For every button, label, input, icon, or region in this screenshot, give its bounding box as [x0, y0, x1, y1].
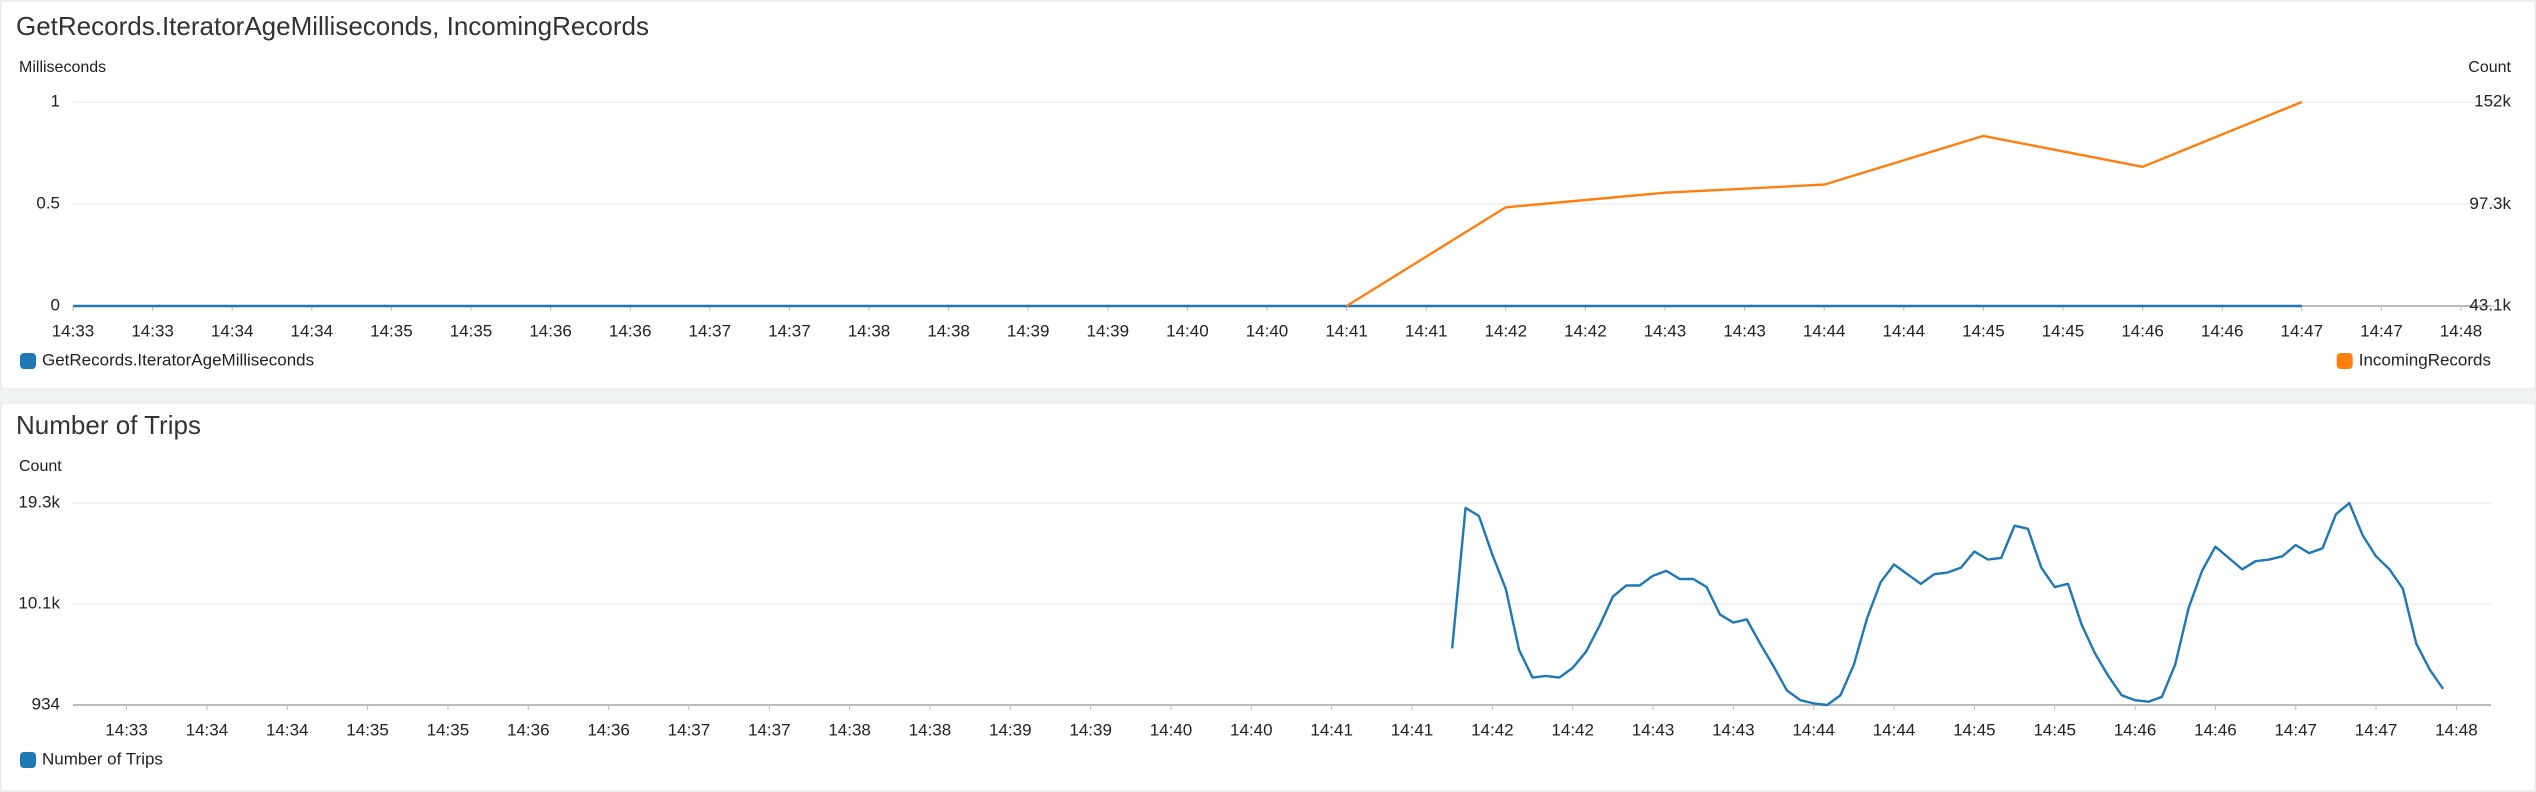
- x-tick-label: 14:47: [2281, 321, 2324, 340]
- legend-swatch: [2336, 353, 2353, 369]
- x-tick-label: 14:41: [1405, 321, 1448, 340]
- x-tick-label: 14:43: [1632, 720, 1675, 739]
- x-tick-label: 14:47: [2355, 720, 2398, 739]
- x-tick-label: 14:39: [1069, 720, 1112, 739]
- y-tick-label: 0.5: [36, 193, 60, 212]
- x-tick-label: 14:37: [668, 720, 711, 739]
- x-tick-label: 14:42: [1551, 720, 1594, 739]
- x-tick-label: 14:42: [1485, 321, 1528, 340]
- x-tick-label: 14:41: [1325, 321, 1368, 340]
- y-tick-label: 0: [51, 295, 60, 314]
- x-tick-label: 14:41: [1310, 720, 1353, 739]
- x-tick-label: 14:36: [609, 321, 652, 340]
- x-tick-label: 14:44: [1873, 720, 1916, 739]
- x-tick-label: 14:35: [450, 321, 493, 340]
- x-tick-label: 14:39: [1007, 321, 1050, 340]
- x-tick-label: 14:33: [105, 720, 148, 739]
- y-axis-label: Milliseconds: [19, 59, 106, 76]
- x-tick-label: 14:39: [989, 720, 1032, 739]
- legend-swatch: [20, 752, 36, 768]
- x-tick-label: 14:40: [1150, 720, 1193, 739]
- x-tick-label: 14:34: [266, 720, 309, 739]
- x-tick-label: 14:45: [2042, 321, 2085, 340]
- x-tick-label: 14:33: [52, 321, 95, 340]
- x-tick-label: 14:46: [2194, 720, 2237, 739]
- x-tick-label: 14:42: [1564, 321, 1607, 340]
- y2-tick-label: 97.3k: [2469, 194, 2511, 213]
- x-tick-label: 14:36: [507, 720, 550, 739]
- x-tick-label: 14:42: [1471, 720, 1514, 739]
- x-tick-label: 14:37: [748, 720, 791, 739]
- x-tick-label: 14:48: [2440, 321, 2483, 340]
- x-tick-label: 14:38: [828, 720, 871, 739]
- x-tick-label: 14:36: [529, 321, 572, 340]
- legend-label: GetRecords.IteratorAgeMilliseconds: [42, 350, 314, 369]
- x-tick-label: 14:45: [1953, 720, 1996, 739]
- panel: [0, 402, 2536, 792]
- y2-axis-label: Count: [2468, 59, 2511, 76]
- x-tick-label: 14:45: [1962, 321, 2005, 340]
- y-tick-label: 10.1k: [18, 594, 60, 613]
- x-tick-label: 14:38: [848, 321, 891, 340]
- x-tick-label: 14:35: [427, 720, 470, 739]
- x-tick-label: 14:46: [2121, 321, 2164, 340]
- y-tick-label: 934: [32, 694, 60, 713]
- chart-title: Number of Trips: [16, 410, 201, 440]
- legend-label: Number of Trips: [42, 749, 163, 768]
- x-tick-label: 14:44: [1883, 321, 1926, 340]
- panel: [0, 0, 2536, 390]
- x-tick-label: 14:35: [346, 720, 389, 739]
- x-tick-label: 14:33: [131, 321, 174, 340]
- x-tick-label: 14:38: [909, 720, 952, 739]
- y-axis-label: Count: [19, 458, 62, 475]
- legend-label: IncomingRecords: [2359, 350, 2491, 369]
- x-tick-label: 14:43: [1712, 720, 1755, 739]
- x-tick-label: 14:39: [1087, 321, 1130, 340]
- x-tick-label: 14:44: [1792, 720, 1835, 739]
- x-tick-label: 14:37: [689, 321, 732, 340]
- legend-swatch: [20, 353, 36, 369]
- x-tick-label: 14:38: [927, 321, 970, 340]
- x-tick-label: 14:46: [2114, 720, 2157, 739]
- x-tick-label: 14:43: [1723, 321, 1766, 340]
- series-line: [1345, 100, 2303, 308]
- x-tick-label: 14:34: [291, 321, 334, 340]
- x-tick-label: 14:35: [370, 321, 413, 340]
- x-tick-label: 14:47: [2360, 321, 2403, 340]
- y2-tick-label: 43.1k: [2469, 295, 2511, 314]
- y-tick-label: 1: [51, 91, 60, 110]
- y2-tick-label: 152k: [2474, 91, 2511, 110]
- x-tick-label: 14:43: [1644, 321, 1687, 340]
- chart-title: GetRecords.IteratorAgeMilliseconds, Inco…: [16, 11, 649, 41]
- series-line: [1450, 501, 2445, 707]
- x-tick-label: 14:34: [186, 720, 229, 739]
- x-tick-label: 14:40: [1230, 720, 1273, 739]
- x-tick-label: 14:48: [2435, 720, 2478, 739]
- x-tick-label: 14:44: [1803, 321, 1846, 340]
- x-tick-label: 14:41: [1391, 720, 1434, 739]
- x-tick-label: 14:40: [1246, 321, 1289, 340]
- x-tick-label: 14:45: [2033, 720, 2076, 739]
- x-tick-label: 14:34: [211, 321, 254, 340]
- x-tick-label: 14:46: [2201, 321, 2244, 340]
- x-tick-label: 14:47: [2274, 720, 2317, 739]
- x-tick-label: 14:40: [1166, 321, 1209, 340]
- x-tick-label: 14:37: [768, 321, 811, 340]
- y-tick-label: 19.3k: [18, 492, 60, 511]
- x-tick-label: 14:36: [587, 720, 630, 739]
